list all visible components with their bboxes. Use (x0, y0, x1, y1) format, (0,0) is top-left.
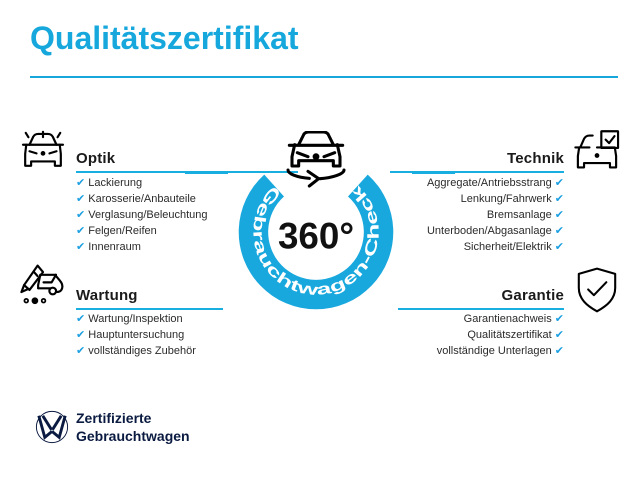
svg-text:360°: 360° (278, 216, 354, 257)
